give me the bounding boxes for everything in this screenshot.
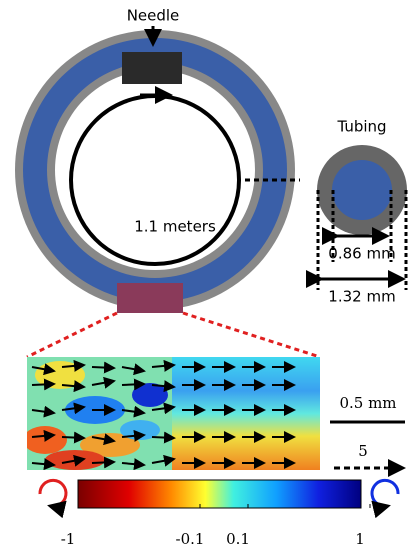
length-scale-label: 0.5 mm	[339, 394, 396, 412]
ccw-icon	[40, 480, 66, 506]
velocity-field	[23, 357, 320, 470]
zoom-lines	[27, 313, 320, 357]
outer-diameter: 1.32 mm	[328, 288, 395, 306]
velocity-arrow	[152, 437, 174, 438]
velocity-scale-label: 5	[358, 442, 368, 460]
velocity-arrow	[122, 384, 144, 385]
cw-icon	[372, 480, 398, 506]
velocity-arrow	[92, 462, 114, 463]
observation-section	[117, 283, 183, 313]
page: {"labels": {"needle": "Needle", "length"…	[0, 0, 409, 553]
tubing-lumen	[332, 160, 392, 220]
velocity-arrow	[92, 367, 114, 368]
length-label: 1.1 meters	[134, 218, 216, 236]
colorbar-tick-label: -0.1	[176, 530, 205, 548]
figure: Needle 1.1 meters Tubing 0.86 mm 1.32 mm…	[0, 0, 409, 553]
colorbar-tick-label: 1	[355, 530, 365, 548]
colorbar	[78, 480, 361, 508]
colorbar-tick-label: -1	[61, 530, 76, 548]
colorbar-ticks: -1 -0.1 0.1 1	[61, 504, 370, 548]
needle-label: Needle	[127, 7, 180, 25]
ring-hole	[55, 70, 255, 270]
velocity-arrow	[62, 437, 84, 438]
needle-block	[122, 52, 182, 84]
tubing-label: Tubing	[336, 118, 386, 136]
velocity-arrow	[32, 384, 54, 385]
colorbar-tick-label: 0.1	[226, 530, 250, 548]
inner-diameter: 0.86 mm	[328, 245, 395, 263]
